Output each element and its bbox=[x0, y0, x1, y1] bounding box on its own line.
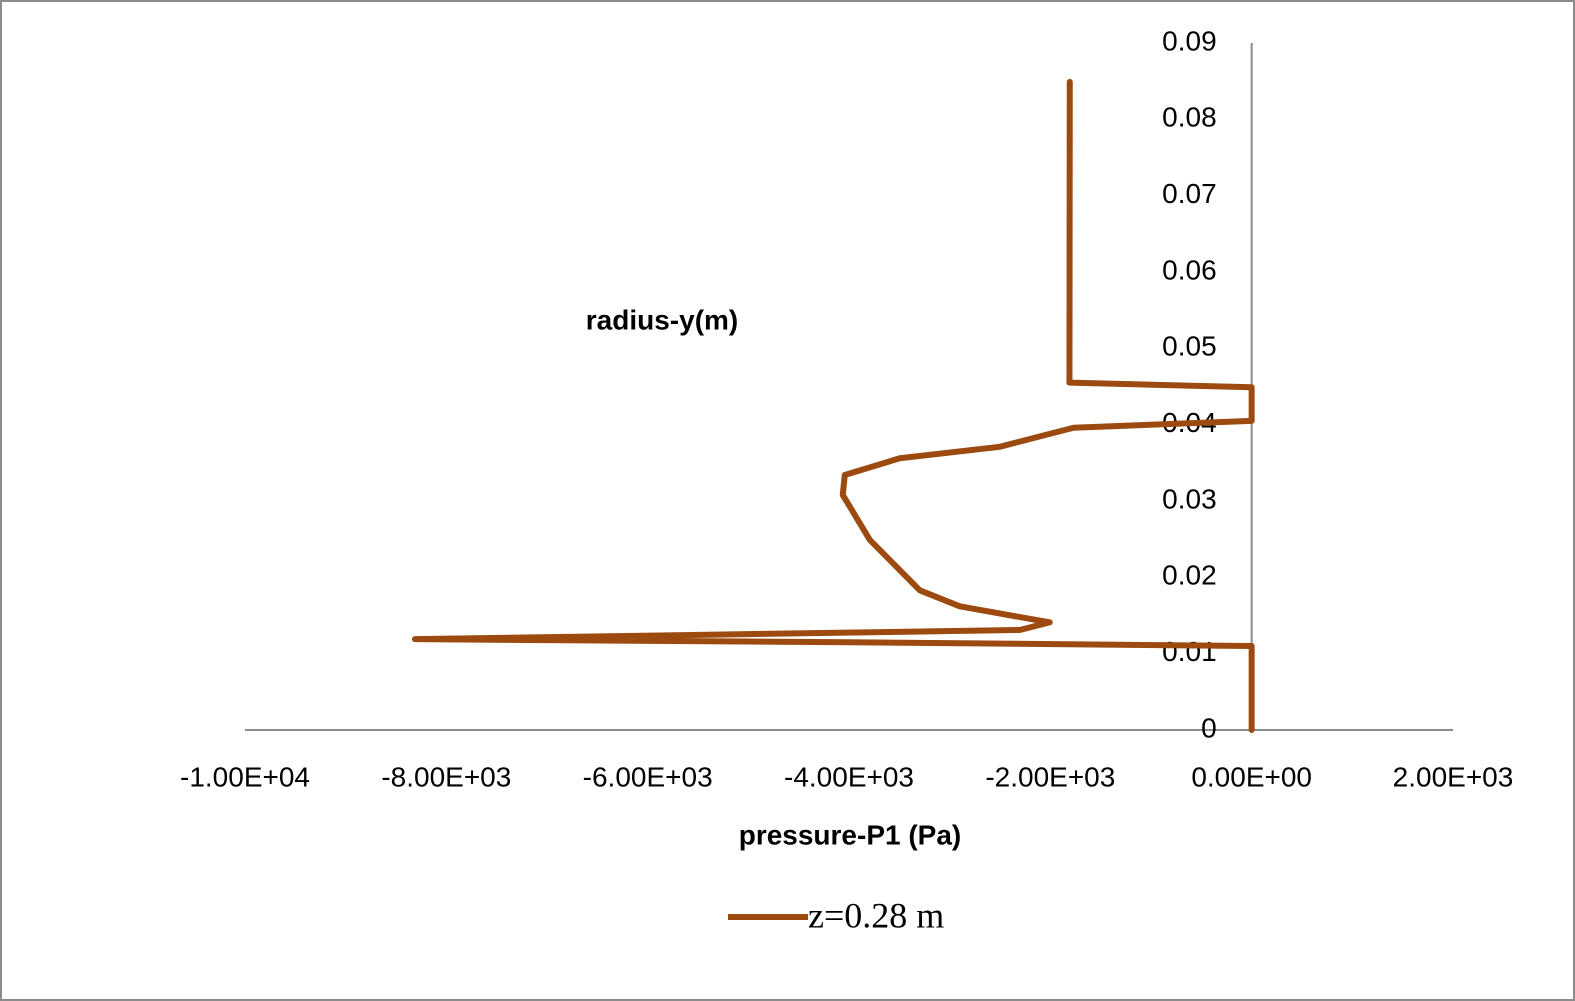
x-tick-label: -6.00E+03 bbox=[583, 761, 713, 792]
y-axis-title: radius-y(m) bbox=[586, 304, 738, 335]
legend-label: z=0.28 m bbox=[808, 895, 944, 935]
y-tick-label: 0.07 bbox=[1162, 178, 1217, 209]
x-tick-label: -4.00E+03 bbox=[784, 761, 914, 792]
y-tick-label: 0.05 bbox=[1162, 331, 1217, 362]
x-tick-label: 0.00E+00 bbox=[1191, 761, 1312, 792]
y-tick-label: 0 bbox=[1201, 712, 1217, 743]
y-tick-label: 0.01 bbox=[1162, 636, 1217, 667]
y-tick-label: 0.02 bbox=[1162, 560, 1217, 591]
y-tick-label: 0.09 bbox=[1162, 25, 1217, 56]
y-tick-label: 0.03 bbox=[1162, 483, 1217, 514]
x-axis-title: pressure-P1 (Pa) bbox=[739, 819, 962, 850]
x-tick-label: -1.00E+04 bbox=[180, 761, 310, 792]
x-tick-label: -8.00E+03 bbox=[381, 761, 511, 792]
y-tick-label: 0.06 bbox=[1162, 254, 1217, 285]
x-tick-label: -2.00E+03 bbox=[985, 761, 1115, 792]
x-tick-label: 2.00E+03 bbox=[1393, 761, 1514, 792]
data-line bbox=[411, 78, 1255, 733]
y-tick-label: 0.08 bbox=[1162, 102, 1217, 133]
